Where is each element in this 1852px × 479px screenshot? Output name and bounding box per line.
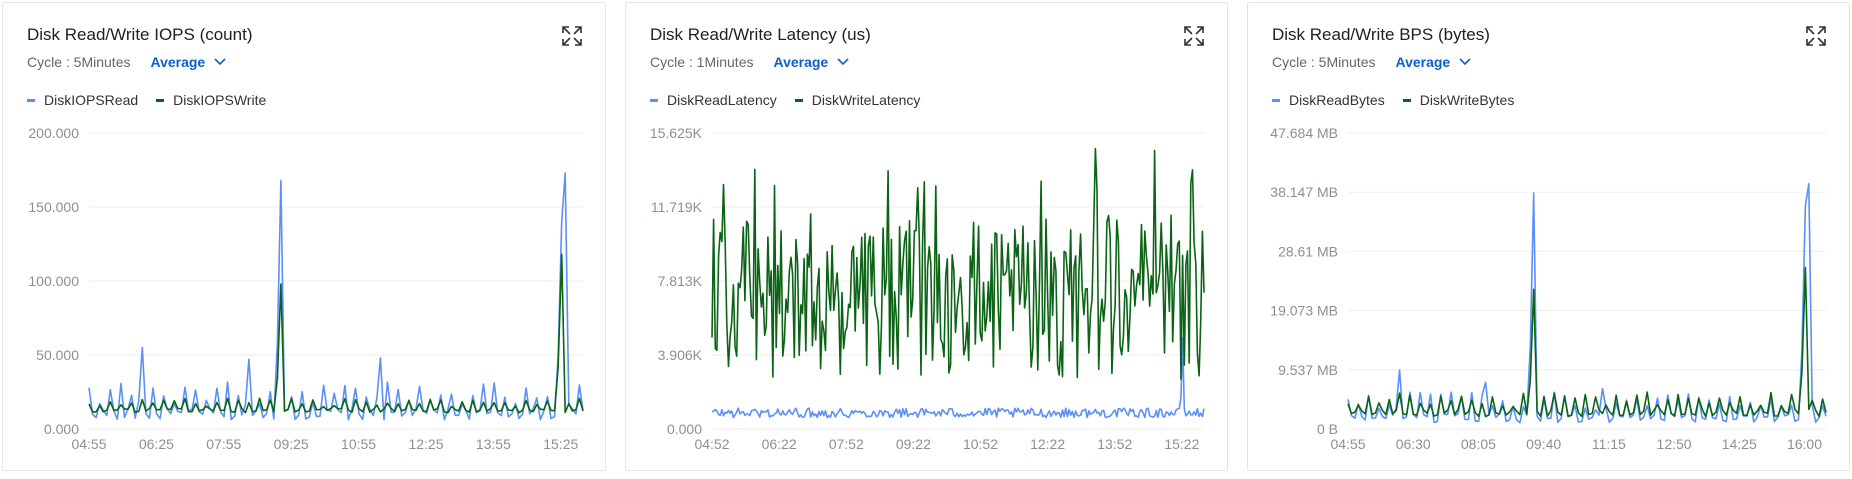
x-tick-label: 10:55 — [341, 436, 376, 452]
y-tick-label: 50.000 — [36, 347, 79, 363]
x-tick-label: 07:55 — [206, 436, 241, 452]
x-tick-label: 11:15 — [1592, 436, 1626, 452]
chevron-down-icon — [214, 58, 226, 66]
legend-label: DiskWriteBytes — [1419, 92, 1515, 108]
cycle-label: Cycle : 5Minutes — [27, 54, 131, 70]
legend-label: DiskIOPSWrite — [173, 92, 267, 108]
x-tick-label: 06:25 — [139, 436, 174, 452]
x-tick-label: 09:22 — [896, 436, 931, 452]
x-tick-label: 09:40 — [1526, 436, 1561, 452]
aggregation-label: Average — [1395, 54, 1451, 70]
iops-panel: Disk Read/Write IOPS (count) Cycle : 5Mi… — [2, 2, 606, 471]
cycle-label: Cycle : 5Minutes — [1272, 54, 1376, 70]
x-tick-label: 04:52 — [694, 436, 729, 452]
chart-legend: DiskReadBytes DiskWriteBytes — [1272, 92, 1532, 108]
x-tick-label: 06:22 — [762, 436, 797, 452]
x-tick-label: 12:22 — [1030, 436, 1065, 452]
x-tick-label: 06:30 — [1396, 436, 1431, 452]
bps-panel: Disk Read/Write BPS (bytes) Cycle : 5Min… — [1247, 2, 1850, 471]
x-tick-label: 12:25 — [408, 436, 443, 452]
legend-swatch-write — [1402, 98, 1411, 102]
y-tick-label: 11.719K — [651, 199, 703, 215]
legend-swatch-read — [1272, 98, 1280, 102]
x-tick-label: 08:05 — [1461, 436, 1496, 452]
legend-item-write[interactable]: DiskWriteLatency — [794, 92, 921, 108]
aggregation-dropdown[interactable]: Average — [150, 54, 226, 70]
aggregation-dropdown[interactable]: Average — [773, 54, 849, 70]
x-tick-label: 04:55 — [71, 436, 106, 452]
y-tick-label: 19.073 MB — [1270, 303, 1338, 319]
legend-swatch-write — [794, 98, 803, 102]
x-tick-label: 13:52 — [1097, 436, 1132, 452]
x-tick-label: 15:22 — [1164, 436, 1199, 452]
chart-legend: DiskReadLatency DiskWriteLatency — [650, 92, 938, 108]
cycle-label: Cycle : 1Minutes — [650, 54, 754, 70]
y-tick-label: 15.625K — [650, 125, 703, 141]
y-tick-label: 0.000 — [667, 421, 702, 437]
y-tick-label: 0.000 — [44, 421, 79, 437]
legend-item-write[interactable]: DiskWriteBytes — [1402, 92, 1515, 108]
legend-item-read[interactable]: DiskReadLatency — [650, 92, 777, 108]
legend-item-read[interactable]: DiskReadBytes — [1272, 92, 1385, 108]
series-line-write — [1347, 266, 1827, 418]
legend-label: DiskReadBytes — [1289, 92, 1385, 108]
y-tick-label: 9.537 MB — [1278, 362, 1338, 378]
y-tick-label: 150.000 — [28, 199, 79, 215]
x-tick-label: 10:52 — [963, 436, 998, 452]
y-tick-label: 0 B — [1317, 421, 1338, 437]
y-tick-label: 200.000 — [28, 125, 79, 141]
legend-item-read[interactable]: DiskIOPSRead — [27, 92, 138, 108]
cycle-row: Cycle : 5Minutes Average — [1272, 54, 1471, 70]
y-tick-label: 100.000 — [28, 273, 79, 289]
panel-title: Disk Read/Write IOPS (count) — [27, 25, 253, 44]
legend-label: DiskWriteLatency — [811, 92, 921, 108]
expand-icon[interactable] — [1183, 25, 1205, 47]
x-tick-label: 15:25 — [543, 436, 578, 452]
series-line-read — [88, 172, 584, 421]
cycle-row: Cycle : 5Minutes Average — [27, 54, 226, 70]
x-tick-label: 04:55 — [1330, 436, 1365, 452]
y-tick-label: 38.147 MB — [1270, 184, 1338, 200]
legend-swatch-write — [156, 98, 165, 102]
panel-title: Disk Read/Write BPS (bytes) — [1272, 25, 1490, 44]
x-tick-label: 07:52 — [829, 436, 864, 452]
legend-swatch-read — [650, 98, 658, 102]
y-tick-label: 47.684 MB — [1270, 125, 1338, 141]
chevron-down-icon — [837, 58, 849, 66]
x-tick-label: 14:25 — [1722, 436, 1757, 452]
legend-label: DiskIOPSRead — [44, 92, 139, 108]
latency-panel: Disk Read/Write Latency (us) Cycle : 1Mi… — [625, 2, 1228, 471]
y-tick-label: 28.61 MB — [1278, 243, 1338, 259]
y-tick-label: 3.906K — [658, 347, 703, 363]
aggregation-dropdown[interactable]: Average — [1395, 54, 1471, 70]
legend-label: DiskReadLatency — [667, 92, 777, 108]
x-tick-label: 13:55 — [476, 436, 511, 452]
series-line-read — [1347, 183, 1827, 424]
x-tick-label: 09:25 — [274, 436, 309, 452]
chevron-down-icon — [1459, 58, 1471, 66]
chart-legend: DiskIOPSRead DiskIOPSWrite — [27, 92, 284, 108]
legend-swatch-read — [27, 98, 35, 102]
cycle-row: Cycle : 1Minutes Average — [650, 54, 849, 70]
series-line-read — [711, 337, 1205, 419]
expand-icon[interactable] — [561, 25, 583, 47]
bps-chart[interactable]: 47.684 MB 38.147 MB 28.61 MB 19.073 MB 9.537… — [1248, 3, 1851, 472]
expand-icon[interactable] — [1805, 25, 1827, 47]
series-line-write — [88, 253, 584, 414]
y-tick-label: 7.813K — [658, 273, 703, 289]
x-tick-label: 12:50 — [1657, 436, 1692, 452]
panel-title: Disk Read/Write Latency (us) — [650, 25, 871, 44]
x-tick-label: 16:00 — [1787, 436, 1822, 452]
aggregation-label: Average — [150, 54, 206, 70]
series-line-write — [711, 147, 1205, 380]
aggregation-label: Average — [773, 54, 829, 70]
legend-item-write[interactable]: DiskIOPSWrite — [156, 92, 266, 108]
